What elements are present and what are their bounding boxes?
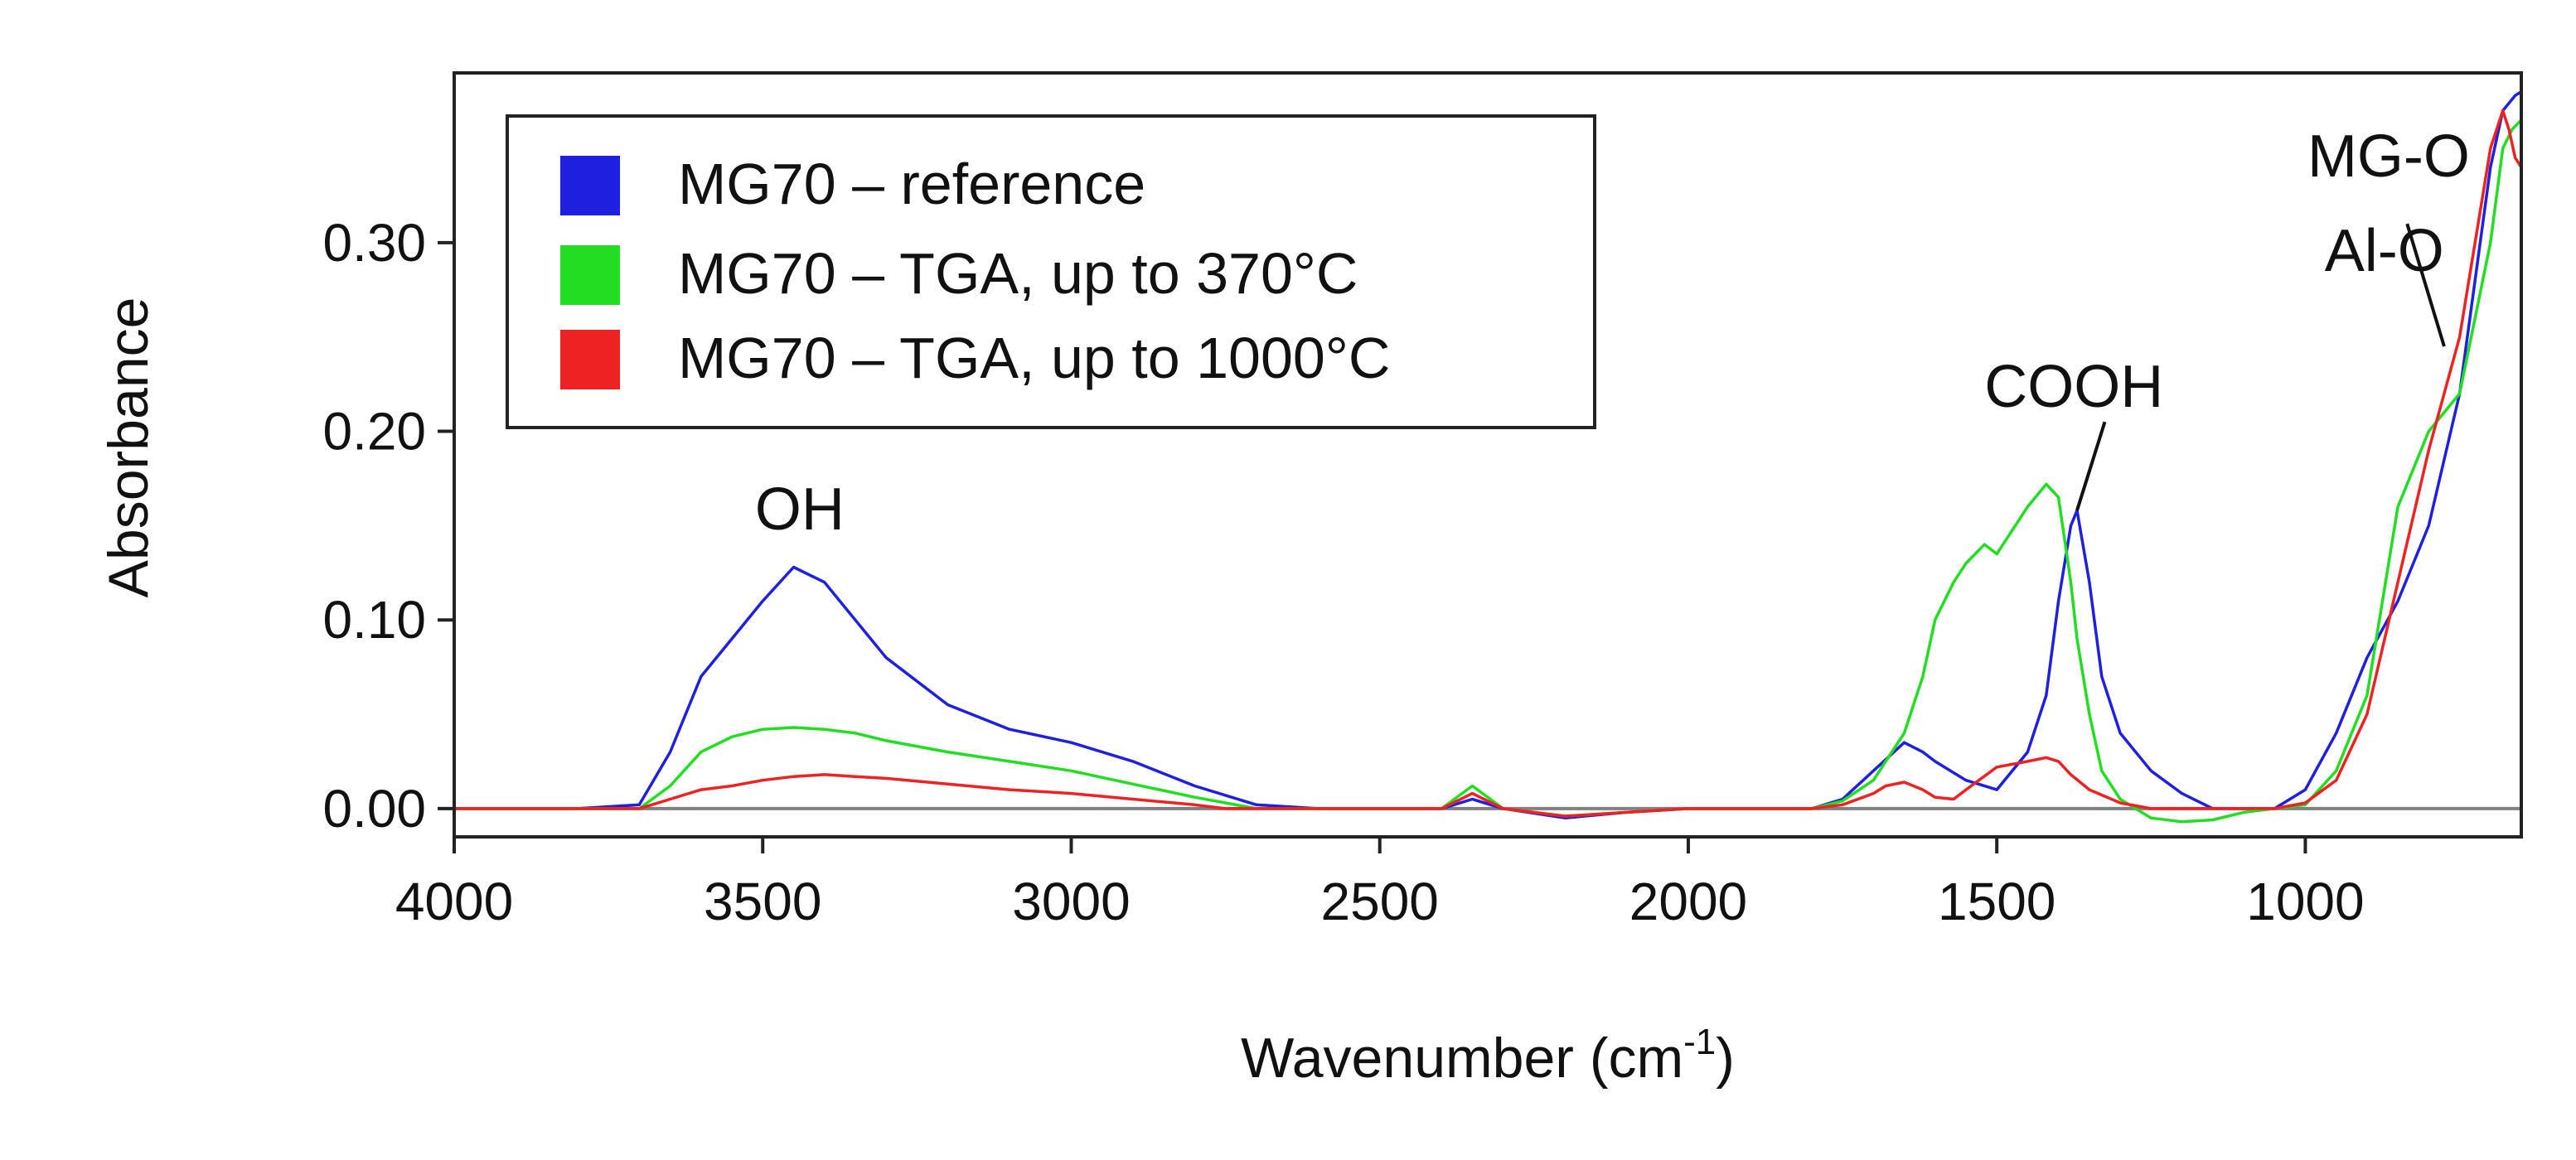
series-line-2 <box>454 109 2523 818</box>
y-tick-label-2: 0.20 <box>322 402 426 462</box>
legend-swatch-tga-370 <box>560 245 620 305</box>
y-axis: 0.00 0.10 0.20 0.30 <box>322 213 454 839</box>
legend-frame <box>506 114 1596 429</box>
annotation-leader-3 <box>2405 223 2446 347</box>
y-axis-title: Absorbance <box>97 297 160 598</box>
annotation-group: OH COOH MG-O Al-O <box>755 123 2470 543</box>
series-group <box>454 90 2523 824</box>
annotation-label-2: MG-O <box>2307 123 2470 190</box>
legend-swatch-tga-1000 <box>560 330 620 389</box>
x-tick-label-1: 3500 <box>704 872 821 931</box>
annotation-label-3: Al-O <box>2325 218 2444 284</box>
annotation-label-0: OH <box>755 476 845 543</box>
x-axis-title-close: ) <box>1716 1027 1735 1090</box>
x-axis-title: Wavenumber (cm-1) <box>1241 1022 1735 1090</box>
legend-label-reference: MG70 – reference <box>678 152 1145 216</box>
legend-swatch-reference <box>560 156 620 215</box>
y-tick-label-1: 0.10 <box>322 590 426 650</box>
x-tick-label-0: 4000 <box>395 872 513 931</box>
x-axis-title-main: Wavenumber (cm <box>1241 1027 1683 1090</box>
x-tick-label-5: 1500 <box>1938 872 2055 931</box>
annotation-leader-1 <box>2075 421 2107 511</box>
plot-frame <box>453 71 2523 839</box>
y-tick-label-3: 0.30 <box>322 213 426 273</box>
y-tick-label-0: 0.00 <box>322 779 426 839</box>
x-axis-title-superscript: -1 <box>1683 1022 1716 1062</box>
annotation-label-1: COOH <box>1984 354 2163 420</box>
x-tick-label-6: 1000 <box>2246 872 2364 931</box>
legend: MG70 – reference MG70 – TGA, up to 370°C… <box>506 114 1596 429</box>
x-tick-label-3: 2500 <box>1321 872 1439 931</box>
x-tick-label-2: 3000 <box>1012 872 1130 931</box>
x-axis: 4000 3500 3000 2500 2000 1500 1000 <box>395 837 2365 931</box>
legend-label-tga-370: MG70 – TGA, up to 370°C <box>678 241 1358 306</box>
x-tick-label-4: 2000 <box>1629 872 1747 931</box>
legend-label-tga-1000: MG70 – TGA, up to 1000°C <box>678 326 1390 390</box>
